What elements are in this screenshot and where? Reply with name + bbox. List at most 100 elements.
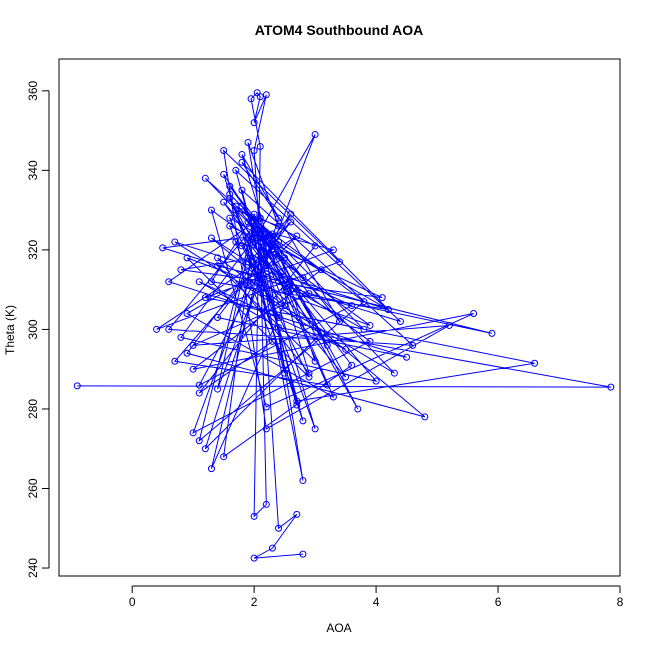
data-point	[281, 254, 289, 262]
data-point	[372, 377, 380, 385]
data-point	[232, 202, 240, 210]
data-point	[360, 325, 368, 333]
data-point	[189, 341, 197, 349]
data-point	[305, 290, 313, 298]
data-point	[244, 258, 252, 266]
data-point	[293, 510, 301, 518]
data-point	[275, 222, 283, 230]
data-point	[201, 174, 209, 182]
y-tick-label: 340	[26, 160, 40, 180]
data-point	[299, 550, 307, 558]
data-point	[275, 524, 283, 532]
data-point	[226, 214, 234, 222]
data-point	[183, 310, 191, 318]
data-point	[232, 238, 240, 246]
data-point	[183, 349, 191, 357]
data-point	[256, 142, 264, 150]
y-tick-label: 240	[26, 558, 40, 578]
data-point	[214, 385, 222, 393]
data-point	[275, 250, 283, 258]
data-point	[220, 453, 228, 461]
data-point	[189, 365, 197, 373]
data-point	[311, 425, 319, 433]
data-point	[421, 413, 429, 421]
data-point	[323, 341, 331, 349]
data-point	[299, 274, 307, 282]
data-point	[177, 266, 185, 274]
data-point	[348, 302, 356, 310]
data-point	[207, 234, 215, 242]
data-point	[201, 294, 209, 302]
data-point	[268, 544, 276, 552]
data-point	[226, 222, 234, 230]
data-point	[214, 262, 222, 270]
data-point	[220, 146, 228, 154]
data-point	[268, 242, 276, 250]
x-tick-label: 6	[495, 595, 502, 609]
data-point	[220, 198, 228, 206]
data-point	[299, 477, 307, 485]
data-point	[244, 254, 252, 262]
x-axis-label: AOA	[326, 621, 351, 635]
data-point	[189, 429, 197, 437]
data-point	[214, 254, 222, 262]
data-point	[247, 95, 255, 103]
data-point	[470, 310, 478, 318]
data-point	[342, 345, 350, 353]
data-point	[275, 214, 283, 222]
data-point	[275, 238, 283, 246]
data-point	[250, 512, 258, 520]
y-tick-label: 320	[26, 240, 40, 260]
y-tick-label: 360	[26, 80, 40, 100]
data-point	[488, 329, 496, 337]
data-point	[384, 306, 392, 314]
data-point	[250, 119, 258, 127]
data-point	[195, 437, 203, 445]
data-point	[226, 190, 234, 198]
data-point	[244, 238, 252, 246]
data-point	[311, 357, 319, 365]
y-tick-label: 260	[26, 478, 40, 498]
data-point	[244, 234, 252, 242]
data-point	[329, 393, 337, 401]
data-point	[305, 369, 313, 377]
data-point	[329, 246, 337, 254]
data-point	[250, 210, 258, 218]
data-point	[238, 242, 246, 250]
data-point	[244, 218, 252, 226]
data-point	[232, 206, 240, 214]
data-point	[354, 405, 362, 413]
x-tick-label: 2	[251, 595, 258, 609]
data-point	[299, 417, 307, 425]
data-point	[281, 302, 289, 310]
data-point	[268, 246, 276, 254]
data-point	[201, 445, 209, 453]
data-point	[232, 166, 240, 174]
data-point	[390, 369, 398, 377]
data-point	[220, 170, 228, 178]
data-point	[262, 262, 270, 270]
data-point	[256, 214, 264, 222]
data-point	[256, 234, 264, 242]
data-point	[207, 278, 215, 286]
y-axis-label: Theta (K)	[3, 305, 17, 355]
data-point	[287, 286, 295, 294]
data-point	[73, 382, 81, 390]
data-point	[171, 357, 179, 365]
data-point	[317, 329, 325, 337]
data-point	[256, 226, 264, 234]
data-point	[207, 465, 215, 473]
data-point	[360, 298, 368, 306]
data-point	[244, 139, 252, 147]
data-point	[159, 244, 167, 252]
data-point	[403, 353, 411, 361]
x-tick-label: 4	[373, 595, 380, 609]
data-point	[262, 91, 270, 99]
data-point	[238, 186, 246, 194]
data-point	[262, 230, 270, 238]
data-point	[256, 238, 264, 246]
data-point	[305, 373, 313, 381]
data-point	[207, 206, 215, 214]
